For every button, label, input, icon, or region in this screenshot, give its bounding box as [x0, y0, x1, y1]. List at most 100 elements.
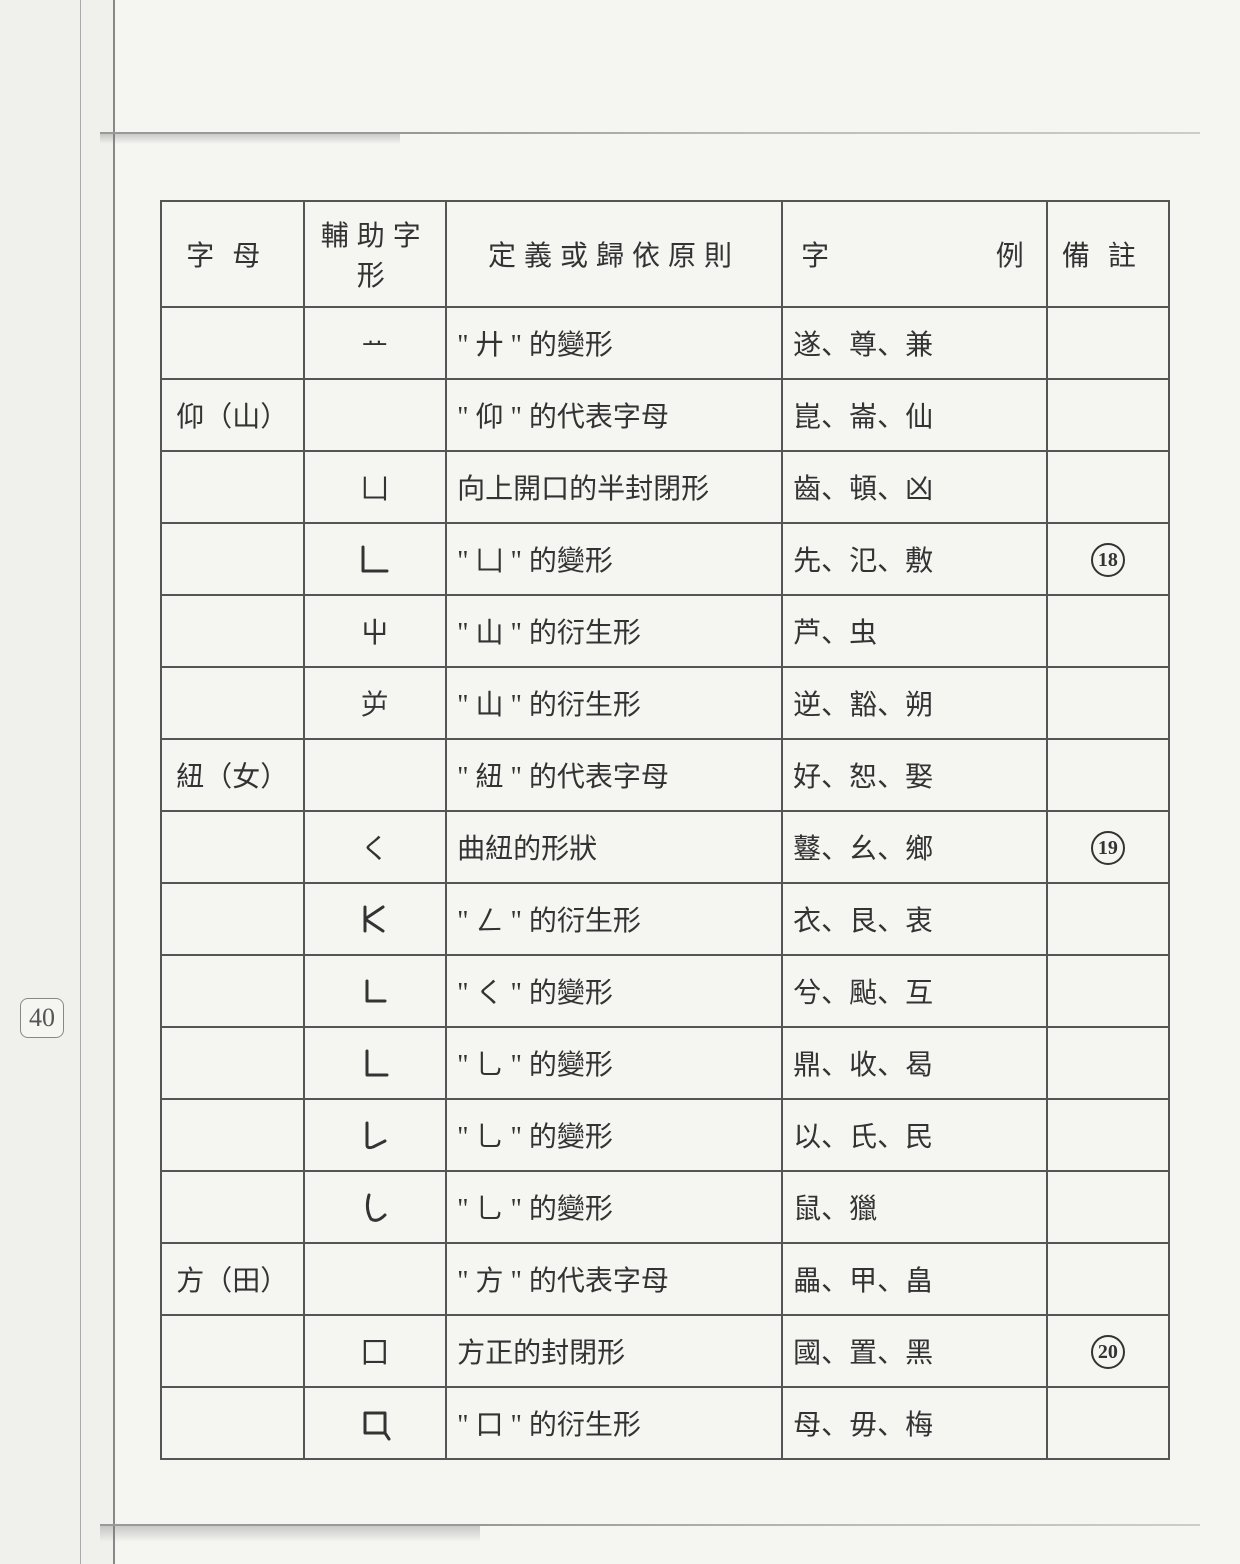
- cell-definition: " 乚 " 的變形: [446, 1099, 782, 1171]
- cell-note: [1047, 1243, 1169, 1315]
- cell-example: 逆、豁、朔: [782, 667, 1047, 739]
- header-example-left: 字: [801, 234, 829, 274]
- cell-note: [1047, 667, 1169, 739]
- cell-example: 國、置、黑: [782, 1315, 1047, 1387]
- note-circled: 20: [1091, 1335, 1125, 1369]
- cell-fuzhu: 屮: [304, 595, 447, 667]
- cell-definition: 方正的封閉形: [446, 1315, 782, 1387]
- cell-zimu: [161, 955, 304, 1027]
- table-row: " 乚 " 的變形鼠、獵: [161, 1171, 1169, 1243]
- cell-example: 鼟、幺、鄉: [782, 811, 1047, 883]
- table-row: 凵向上開口的半封閉形齒、頓、凶: [161, 451, 1169, 523]
- binding-edge: [0, 0, 115, 1564]
- cell-zimu: [161, 307, 304, 379]
- cell-fuzhu: [304, 379, 447, 451]
- table-row: " ㄥ " 的衍生形衣、艮、衷: [161, 883, 1169, 955]
- cell-example: 芦、虫: [782, 595, 1047, 667]
- header-definition: 定義或歸依原則: [446, 201, 782, 307]
- cell-note: [1047, 1099, 1169, 1171]
- cell-zimu: 紐（女）: [161, 739, 304, 811]
- cell-fuzhu: く: [304, 811, 447, 883]
- bottom-rule-shade: [100, 1526, 480, 1542]
- table-row: " 凵 " 的變形先、氾、敷 18: [161, 523, 1169, 595]
- table-row: 方（田）" 方 " 的代表字母畾、甲、畠: [161, 1243, 1169, 1315]
- cell-zimu: [161, 451, 304, 523]
- note-circled: 18: [1091, 543, 1125, 577]
- cell-example: 好、恕、娶: [782, 739, 1047, 811]
- header-fuzhu: 輔助字形: [304, 201, 447, 307]
- cell-note: 20: [1047, 1315, 1169, 1387]
- cell-zimu: [161, 667, 304, 739]
- cell-definition: " 紐 " 的代表字母: [446, 739, 782, 811]
- header-example: 字 例: [782, 201, 1047, 307]
- cell-example: 先、氾、敷: [782, 523, 1047, 595]
- cell-definition: " ㄥ " 的衍生形: [446, 883, 782, 955]
- table-row: 囗方正的封閉形國、置、黑 20: [161, 1315, 1169, 1387]
- cell-example: 遂、尊、兼: [782, 307, 1047, 379]
- cell-definition: " く " 的變形: [446, 955, 782, 1027]
- cell-fuzhu: [304, 1171, 447, 1243]
- table-row: 仰（山） " 仰 " 的代表字母崑、崙、仙: [161, 379, 1169, 451]
- cell-definition: " 乚 " 的變形: [446, 1171, 782, 1243]
- cell-definition: " 仰 " 的代表字母: [446, 379, 782, 451]
- cell-example: 鼠、獵: [782, 1171, 1047, 1243]
- cell-zimu: [161, 1315, 304, 1387]
- cell-note: 18: [1047, 523, 1169, 595]
- cell-definition: " 凵 " 的變形: [446, 523, 782, 595]
- cell-note: [1047, 595, 1169, 667]
- note-circled: 19: [1091, 831, 1125, 865]
- cell-definition: 向上開口的半封閉形: [446, 451, 782, 523]
- cell-fuzhu: [304, 1387, 447, 1459]
- cell-definition: " 山 " 的衍生形: [446, 667, 782, 739]
- table-row: " 口 " 的衍生形母、毋、梅: [161, 1387, 1169, 1459]
- table-body: ᅭ" 廾 " 的變形遂、尊、兼仰（山）" 仰 " 的代表字母崑、崙、仙凵向上開口…: [161, 307, 1169, 1459]
- table-row: " 乚 " 的變形以、氏、民: [161, 1099, 1169, 1171]
- table-header-row: 字母 輔助字形 定義或歸依原則 字 例 備註: [161, 201, 1169, 307]
- cell-note: [1047, 307, 1169, 379]
- cell-fuzhu: [304, 1027, 447, 1099]
- cell-zimu: [161, 1171, 304, 1243]
- cell-fuzhu: 屰: [304, 667, 447, 739]
- cell-note: 19: [1047, 811, 1169, 883]
- cell-zimu: [161, 1027, 304, 1099]
- page-number: 40: [20, 998, 64, 1038]
- cell-zimu: 仰（山）: [161, 379, 304, 451]
- cell-example: 衣、艮、衷: [782, 883, 1047, 955]
- table-row: 屰" 山 " 的衍生形逆、豁、朔: [161, 667, 1169, 739]
- cell-definition: 曲紐的形狀: [446, 811, 782, 883]
- cell-example: 兮、颭、互: [782, 955, 1047, 1027]
- cell-definition: " 山 " 的衍生形: [446, 595, 782, 667]
- cell-fuzhu: [304, 739, 447, 811]
- cell-note: [1047, 739, 1169, 811]
- cell-note: [1047, 379, 1169, 451]
- cell-note: [1047, 955, 1169, 1027]
- table-row: " く " 的變形兮、颭、互: [161, 955, 1169, 1027]
- cell-example: 畾、甲、畠: [782, 1243, 1047, 1315]
- cell-zimu: [161, 811, 304, 883]
- cell-fuzhu: [304, 955, 447, 1027]
- cell-fuzhu: 凵: [304, 451, 447, 523]
- cell-zimu: [161, 1387, 304, 1459]
- cell-note: [1047, 1171, 1169, 1243]
- cell-example: 齒、頓、凶: [782, 451, 1047, 523]
- top-rule-shade: [100, 134, 400, 144]
- cell-zimu: [161, 1099, 304, 1171]
- cell-fuzhu: [304, 883, 447, 955]
- cell-definition: " 廾 " 的變形: [446, 307, 782, 379]
- cell-example: 崑、崙、仙: [782, 379, 1047, 451]
- table-row: 屮" 山 " 的衍生形芦、虫: [161, 595, 1169, 667]
- cell-zimu: [161, 595, 304, 667]
- cell-fuzhu: ᅭ: [304, 307, 447, 379]
- cell-zimu: 方（田）: [161, 1243, 304, 1315]
- cell-example: 母、毋、梅: [782, 1387, 1047, 1459]
- cell-definition: " 口 " 的衍生形: [446, 1387, 782, 1459]
- header-zimu: 字母: [161, 201, 304, 307]
- table-row: " 乚 " 的變形鼎、收、曷: [161, 1027, 1169, 1099]
- cell-fuzhu: [304, 1099, 447, 1171]
- table-row: ᅭ" 廾 " 的變形遂、尊、兼: [161, 307, 1169, 379]
- cell-example: 鼎、收、曷: [782, 1027, 1047, 1099]
- binding-inner-line: [80, 0, 115, 1564]
- cell-fuzhu: 囗: [304, 1315, 447, 1387]
- table-row: 紐（女） " 紐 " 的代表字母好、恕、娶: [161, 739, 1169, 811]
- character-table: 字母 輔助字形 定義或歸依原則 字 例 備註 ᅭ" 廾 " 的變形遂、尊、兼仰（…: [160, 200, 1170, 1460]
